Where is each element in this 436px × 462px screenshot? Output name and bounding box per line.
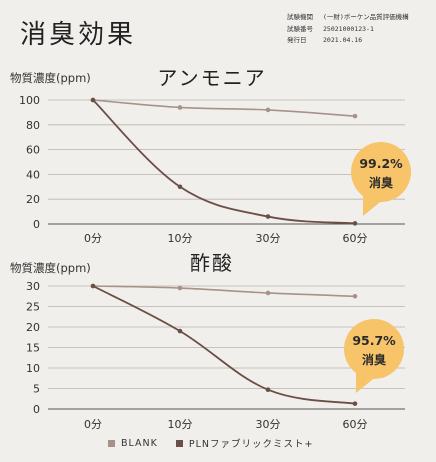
x-tick-label: 60分 <box>343 418 368 431</box>
y-tick-label: 15 <box>26 342 40 355</box>
chart-title: アンモニア <box>157 66 266 90</box>
test-info: 試験機関 (一財)ボーケン品質評価機構 試験番号 25021000123-1 発行日… <box>287 12 409 47</box>
callout-value: 95.7% <box>352 333 396 348</box>
x-tick-label: 10分 <box>168 418 193 431</box>
test-info-row: 試験機関 (一財)ボーケン品質評価機構 <box>287 13 409 21</box>
y-tick-label: 60 <box>26 144 40 157</box>
x-tick-label: 30分 <box>256 232 281 245</box>
y-tick-label: 20 <box>26 193 40 206</box>
data-point-blank <box>352 293 358 299</box>
data-point-pln <box>265 387 271 393</box>
series-line-blank <box>92 99 356 117</box>
data-point-pln <box>177 328 183 334</box>
data-point-blank <box>265 107 271 113</box>
y-tick-label: 25 <box>26 301 40 314</box>
series-line-pln <box>92 285 356 405</box>
legend-label-pln: PLNファブリックミスト+ <box>188 439 314 450</box>
callout-label: 消臭 <box>369 175 393 190</box>
chart-title: 酢酸 <box>190 251 234 275</box>
data-point-blank <box>352 113 358 119</box>
y-tick-label: 10 <box>26 362 40 375</box>
data-point-pln <box>352 221 358 226</box>
series-line-pln <box>92 99 356 225</box>
y-tick-label: 40 <box>26 168 40 181</box>
x-tick-label: 30分 <box>256 418 281 431</box>
legend-label-blank: BLANK <box>121 437 158 449</box>
data-point-blank <box>177 105 183 110</box>
callout-bubble <box>351 142 411 202</box>
callout-label: 消臭 <box>362 352 386 367</box>
legend-swatch-blank <box>108 439 115 447</box>
y-tick-label: 5 <box>33 383 40 396</box>
y-tick-label: 80 <box>26 119 40 132</box>
y-axis-label: 物質濃度(ppm) <box>10 71 91 85</box>
data-point-pln <box>352 401 358 406</box>
data-point-blank <box>265 290 271 296</box>
page-title: 消臭効果 <box>20 20 137 50</box>
y-tick-label: 30 <box>26 280 40 293</box>
data-point-pln <box>265 214 271 219</box>
x-tick-label: 0分 <box>84 232 102 245</box>
x-tick-label: 10分 <box>168 232 193 245</box>
y-tick-label: 100 <box>19 94 40 107</box>
callout-value: 99.2% <box>359 156 403 171</box>
x-tick-label: 60分 <box>343 232 368 245</box>
test-info-row: 試験番号 25021000123-1 <box>287 24 374 33</box>
data-point-pln <box>177 184 183 190</box>
legend: BLANK PLNファブリックミスト+ <box>108 436 328 450</box>
legend-item-blank: BLANK <box>108 438 158 449</box>
data-point-pln <box>90 283 96 289</box>
y-tick-label: 20 <box>26 321 40 334</box>
series-line-blank <box>92 285 356 298</box>
y-tick-label: 0 <box>33 218 40 231</box>
y-axis-label: 物質濃度(ppm) <box>10 261 91 275</box>
data-point-pln <box>90 97 96 103</box>
test-info-row: 発行日 2021.04.16 <box>287 36 363 44</box>
callout-bubble <box>344 319 404 379</box>
legend-swatch-pln <box>175 439 183 447</box>
legend-item-pln: PLNファブリックミスト+ <box>175 436 314 450</box>
data-point-blank <box>177 285 183 291</box>
x-tick-label: 0分 <box>84 418 102 431</box>
y-tick-label: 0 <box>33 403 40 416</box>
